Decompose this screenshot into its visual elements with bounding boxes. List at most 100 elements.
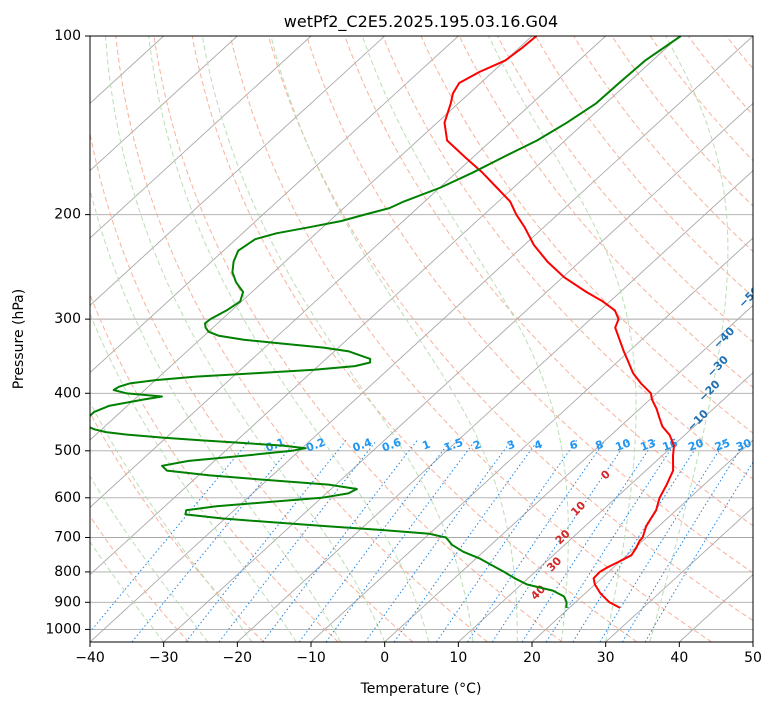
- isotherm-line: [90, 36, 606, 508]
- y-tick-label: 900: [54, 594, 81, 610]
- moist-adiabat-line: [270, 36, 518, 642]
- moist-adiabat-line: [201, 36, 474, 642]
- mixing-ratio-label: 0.2: [304, 436, 327, 455]
- mixing-ratio-line: [364, 440, 512, 642]
- x-tick-label: −40: [75, 650, 105, 666]
- isotherm-line: [90, 36, 680, 576]
- mixing-ratio-line: [491, 440, 629, 642]
- mixing-ratio-line: [435, 440, 578, 642]
- dry-adiabat-line: [611, 36, 753, 207]
- dry-adiabat-line: [229, 36, 712, 642]
- dry-adiabat-line: [306, 36, 753, 574]
- mixing-ratio-line: [545, 440, 678, 642]
- isotherm-line: [90, 36, 459, 374]
- mixing-ratio-line: [131, 439, 297, 642]
- mixing-ratio-line: [262, 439, 418, 642]
- y-tick-label: 100: [54, 28, 81, 44]
- isotherm-lines: [90, 36, 753, 642]
- isotherm-line: [384, 304, 753, 642]
- mixing-ratio-label: 36: [759, 436, 775, 454]
- mixing-ratio-label: 0.6: [380, 436, 403, 455]
- moist-adiabat-label: 20: [553, 527, 573, 547]
- moist-adiabat-line: [90, 312, 297, 642]
- x-tick-label: 20: [523, 650, 541, 666]
- mixing-ratio-line: [644, 461, 753, 642]
- x-tick-label: 40: [670, 650, 688, 666]
- isotherm-line: [90, 36, 753, 642]
- y-tick-label: 200: [54, 207, 81, 223]
- y-tick-label: 800: [54, 564, 81, 580]
- temperature-line: [443, 36, 675, 609]
- chart-title: wetPf2_C2E5.2025.195.03.16.G04: [284, 12, 558, 32]
- plot-frame: [89, 35, 754, 643]
- x-tick-label: 10: [449, 650, 467, 666]
- y-axis-ticks: 1000 900 800 700 600 500 400 300 200 100: [45, 28, 90, 637]
- dry-adiabats: [90, 36, 775, 642]
- y-tick-label: 300: [54, 311, 81, 327]
- mixing-ratio-label: 1: [420, 438, 432, 453]
- mixing-ratio-label: 13: [639, 436, 658, 453]
- mixing-ratio-line: [599, 440, 727, 642]
- mixing-ratio-line: [621, 440, 747, 642]
- y-tick-label: 600: [54, 490, 81, 506]
- y-tick-label: 700: [54, 530, 81, 546]
- dry-adiabat-line: [649, 36, 753, 162]
- dry-adiabat-line: [382, 36, 753, 480]
- x-tick-label: −30: [149, 650, 179, 666]
- mixing-ratio-label: 30: [734, 436, 753, 454]
- mixing-ratio-line: [467, 440, 606, 642]
- x-axis-ticks: −40 −30 −20 −10 0 10 20 30 40 50: [75, 642, 762, 666]
- isotherm-line: [605, 506, 753, 642]
- isotherm-line: [531, 439, 753, 642]
- adiabat-labels: −100−90−80−70−60−50−40−30−20−10010203040…: [264, 242, 775, 602]
- dry-adiabat-line: [726, 36, 753, 70]
- moist-adiabat-line: [488, 36, 637, 642]
- y-tick-label: 400: [54, 385, 81, 401]
- isotherm-line: [90, 36, 385, 306]
- mixing-ratio-line: [521, 440, 656, 642]
- moist-adiabat-label: 30: [544, 554, 564, 574]
- mixing-ratio-line: [218, 439, 378, 642]
- dry-adiabat-label: −40: [711, 324, 738, 351]
- dry-adiabat-line: [458, 36, 753, 388]
- isotherm-line: [90, 36, 312, 239]
- x-tick-label: 30: [597, 650, 615, 666]
- x-tick-label: −10: [296, 650, 326, 666]
- dry-adiabat-line: [765, 36, 775, 642]
- x-tick-label: 0: [380, 650, 389, 666]
- mixing-ratio-label: 10: [614, 436, 633, 454]
- dry-adiabat-line: [191, 36, 638, 642]
- mixing-ratio-line: [393, 440, 539, 642]
- mixing-ratio-label: 25: [713, 436, 732, 453]
- mixing-ratio-line: [185, 439, 347, 642]
- x-tick-label: −20: [223, 650, 253, 666]
- dry-adiabat-line: [268, 36, 753, 622]
- isotherm-line: [237, 170, 753, 642]
- dewpoint-line: [90, 36, 682, 608]
- sounding-series: [90, 36, 682, 609]
- moist-adiabat-line: [90, 475, 209, 642]
- moist-adiabat-line: [90, 187, 341, 642]
- y-tick-label: 500: [54, 443, 81, 459]
- dry-adiabat-label: −50: [736, 284, 763, 311]
- plot-area: −100−90−80−70−60−50−40−30−20−10010203040…: [90, 36, 775, 642]
- mixing-ratio-label: 20: [686, 436, 705, 454]
- x-tick-label: 50: [744, 650, 762, 666]
- dry-adiabat-line: [496, 36, 753, 343]
- dry-adiabat-line: [115, 36, 488, 642]
- mixing-ratio-label: 6: [568, 438, 580, 453]
- mixing-ratio-label: 8: [594, 438, 606, 453]
- mixing-ratio-line: [298, 439, 452, 642]
- moist-adiabat-line: [649, 36, 729, 642]
- isotherm-line: [458, 372, 753, 642]
- dry-adiabat-label: −60: [752, 242, 775, 269]
- dry-adiabat-line: [344, 36, 753, 527]
- x-axis-label: Temperature (°C): [360, 681, 482, 697]
- dry-adiabat-line: [420, 36, 753, 434]
- mixing-ratio-label: 16: [661, 436, 680, 454]
- moist-adiabat-line: [90, 401, 253, 642]
- dry-adiabat-line: [90, 293, 339, 642]
- y-tick-label: 1000: [45, 621, 81, 637]
- isotherm-line: [752, 641, 753, 642]
